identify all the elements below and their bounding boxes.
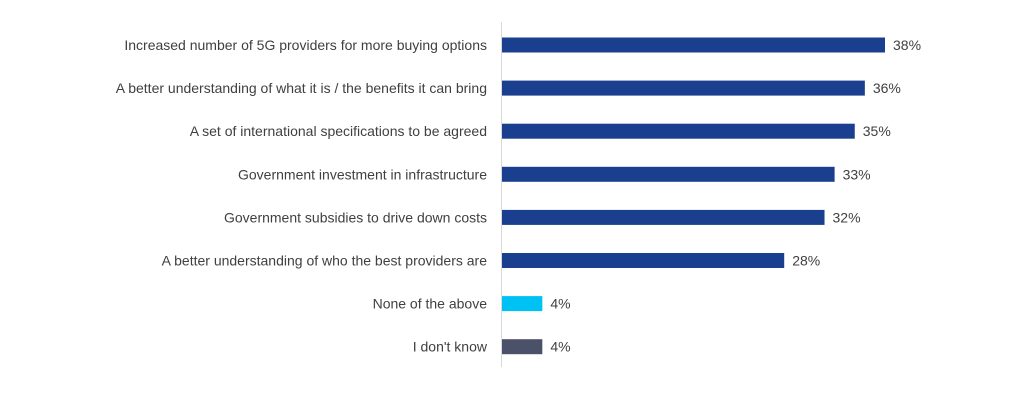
bar	[502, 37, 885, 53]
bar	[502, 123, 855, 139]
bar	[502, 296, 543, 312]
value-label: 28%	[792, 253, 820, 269]
value-label: 4%	[550, 296, 570, 312]
value-label: 33%	[843, 166, 871, 182]
category-label: A better understanding of who the best p…	[162, 253, 488, 269]
value-label: 4%	[550, 339, 570, 355]
bar-group: Increased number of 5G providers for mor…	[116, 37, 921, 355]
category-label: Government investment in infrastructure	[238, 166, 487, 182]
value-label: 35%	[863, 123, 891, 139]
category-label: Increased number of 5G providers for mor…	[124, 37, 487, 53]
bar	[502, 166, 835, 182]
value-label: 36%	[873, 80, 901, 96]
bar	[502, 80, 865, 96]
category-label: Government subsidies to drive down costs	[224, 209, 487, 225]
category-label: A better understanding of what it is / t…	[116, 80, 487, 96]
bar	[502, 253, 785, 268]
bar	[502, 339, 543, 355]
value-label: 38%	[893, 37, 921, 53]
category-label: A set of international specifications to…	[190, 123, 487, 139]
category-label: None of the above	[373, 296, 488, 312]
value-label: 32%	[833, 209, 861, 225]
category-label: I don't know	[413, 339, 488, 355]
bar	[502, 209, 825, 225]
